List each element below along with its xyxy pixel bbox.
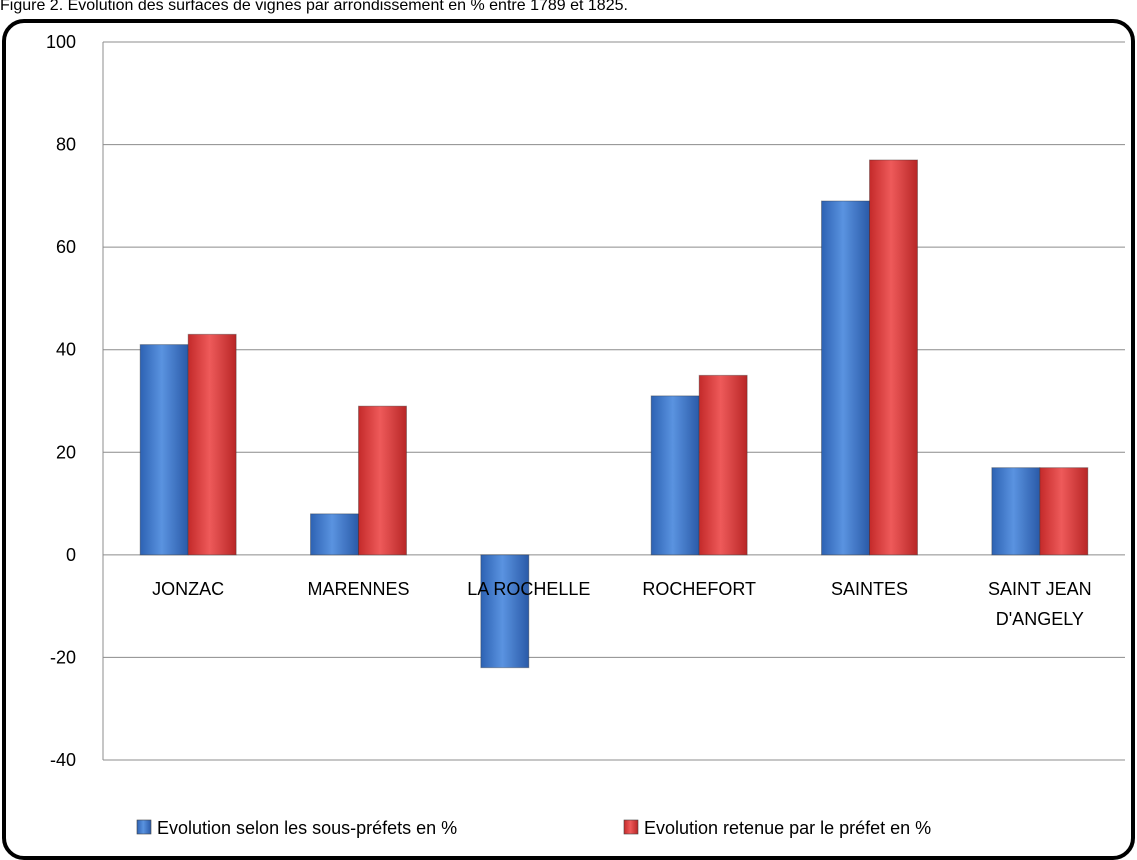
bar [650,395,700,556]
bar [698,374,748,556]
legend-swatch [136,819,152,835]
bar [821,200,870,556]
y-tick-label: 20 [56,442,76,462]
x-tick-label: JONZAC [152,579,224,599]
y-tick-label: 60 [56,237,76,257]
bar [139,344,189,556]
x-axis-labels: JONZAC MARENNES LA ROCHELLE ROCHEFORT SAINTE… [152,579,1092,629]
x-tick-label: SAINTES [831,579,908,599]
bar [187,333,237,556]
bar [358,405,407,556]
bar [480,554,530,669]
legend-label: Evolution retenue par le préfet en % [644,818,931,838]
y-tick-label: -20 [50,647,76,667]
y-tick-label: 0 [66,545,76,565]
bar [991,467,1041,556]
x-tick-label: LA ROCHELLE [467,579,590,599]
bar [1039,467,1089,556]
y-tick-label: 100 [46,32,76,52]
gridlines [102,41,1125,761]
y-axis-ticks: -40 -20 0 20 40 60 80 100 [46,32,76,770]
x-tick-label: ROCHEFORT [642,579,756,599]
bar [310,513,359,556]
y-tick-label: -40 [50,750,76,770]
legend-label: Evolution selon les sous-préfets en % [157,818,457,838]
y-tick-label: 40 [56,340,76,360]
y-tick-label: 80 [56,135,76,155]
legend-swatch [623,819,639,835]
bars [139,159,1089,669]
legend: Evolution selon les sous-préfets en % Evo… [136,818,931,838]
x-tick-label: MARENNES [307,579,409,599]
x-tick-label: SAINT JEAN D'ANGELY [988,579,1092,629]
bar [869,159,918,556]
figure-caption: Figure 2. Evolution des surfaces de vign… [0,0,628,14]
